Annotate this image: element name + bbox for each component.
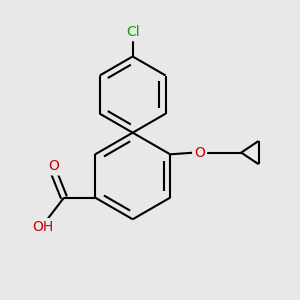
Text: O: O: [194, 146, 205, 160]
Text: OH: OH: [33, 220, 54, 234]
Text: O: O: [48, 160, 59, 173]
Text: Cl: Cl: [126, 25, 140, 39]
